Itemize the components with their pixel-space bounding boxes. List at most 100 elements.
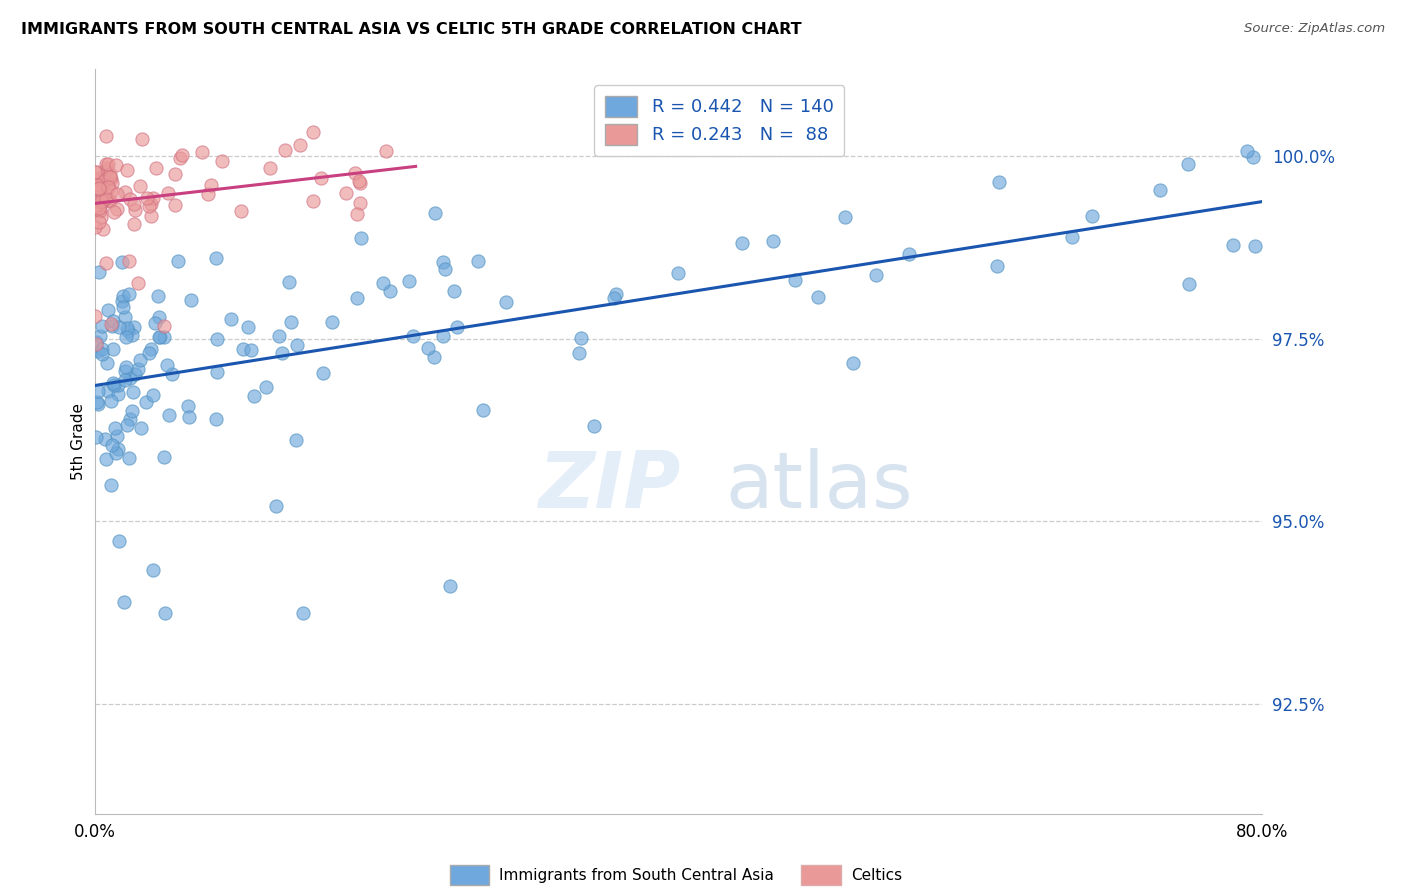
Point: [264, 499, 287, 513]
Point: [346, 207, 368, 221]
Point: [121, 384, 143, 399]
Point: [204, 251, 226, 265]
Point: [96, 164, 118, 178]
Point: [105, 202, 128, 216]
Point: [101, 314, 124, 328]
Point: [166, 254, 188, 268]
Point: [115, 163, 138, 178]
Point: [94, 185, 117, 199]
Point: [100, 478, 122, 492]
Text: Celtics: Celtics: [851, 869, 901, 883]
Point: [105, 158, 128, 172]
Point: [278, 276, 301, 290]
Point: [163, 198, 186, 212]
Point: [87, 396, 110, 410]
Point: [274, 144, 297, 158]
Point: [114, 186, 136, 200]
Point: [146, 289, 169, 303]
Point: [93, 432, 115, 446]
Point: [1178, 277, 1201, 291]
Point: [84, 220, 107, 235]
Point: [807, 290, 830, 304]
Point: [139, 342, 162, 356]
Point: [114, 373, 136, 387]
Point: [131, 421, 153, 435]
Point: [124, 367, 146, 381]
Point: [129, 178, 152, 193]
Point: [91, 174, 114, 188]
Point: [117, 287, 139, 301]
Point: [96, 179, 118, 194]
Point: [834, 210, 856, 224]
Point: [1177, 157, 1199, 171]
Point: [259, 161, 281, 176]
Point: [101, 318, 124, 333]
Point: [169, 151, 191, 165]
Point: [129, 352, 152, 367]
Point: [96, 356, 118, 370]
Point: [121, 404, 143, 418]
Point: [98, 194, 121, 208]
Point: [111, 255, 134, 269]
Point: [145, 316, 167, 330]
Point: [101, 437, 124, 451]
Point: [108, 533, 131, 548]
Point: [91, 187, 114, 202]
Point: [98, 170, 121, 185]
Point: [120, 192, 142, 206]
Point: [100, 393, 122, 408]
Point: [1062, 230, 1084, 244]
Point: [568, 346, 591, 360]
Point: [446, 319, 468, 334]
Y-axis label: 5th Grade: 5th Grade: [72, 402, 86, 480]
Point: [156, 358, 179, 372]
Point: [127, 362, 149, 376]
Point: [152, 450, 174, 464]
Point: [96, 157, 118, 171]
Point: [87, 343, 110, 358]
Point: [569, 331, 592, 345]
Legend: R = 0.442   N = 140, R = 0.243   N =  88: R = 0.442 N = 140, R = 0.243 N = 88: [593, 85, 845, 155]
Point: [111, 294, 134, 309]
Point: [86, 170, 108, 185]
Point: [124, 202, 146, 217]
Point: [111, 300, 134, 314]
Point: [346, 291, 368, 305]
Point: [232, 342, 254, 356]
Point: [149, 330, 172, 344]
Point: [107, 378, 129, 392]
Point: [91, 193, 114, 207]
Point: [96, 176, 118, 190]
Point: [157, 408, 180, 422]
Point: [90, 211, 112, 225]
Point: [103, 377, 125, 392]
Point: [100, 184, 122, 198]
Point: [176, 400, 198, 414]
Point: [434, 261, 457, 276]
Point: [898, 246, 921, 260]
Point: [583, 418, 606, 433]
Point: [148, 330, 170, 344]
Point: [495, 294, 517, 309]
Text: ZIP: ZIP: [538, 448, 681, 524]
Point: [94, 256, 117, 270]
Point: [86, 384, 108, 398]
Point: [1241, 150, 1264, 164]
Point: [103, 342, 125, 356]
Point: [285, 338, 308, 352]
Point: [84, 334, 107, 349]
Point: [121, 327, 143, 342]
Point: [270, 346, 292, 360]
Point: [86, 172, 108, 186]
Point: [229, 204, 252, 219]
Point: [115, 359, 138, 374]
Point: [312, 367, 335, 381]
Point: [115, 330, 138, 344]
Point: [91, 347, 114, 361]
Point: [122, 197, 145, 211]
Point: [87, 265, 110, 279]
Point: [398, 274, 420, 288]
Point: [86, 337, 108, 351]
Point: [172, 148, 194, 162]
Point: [84, 164, 107, 178]
